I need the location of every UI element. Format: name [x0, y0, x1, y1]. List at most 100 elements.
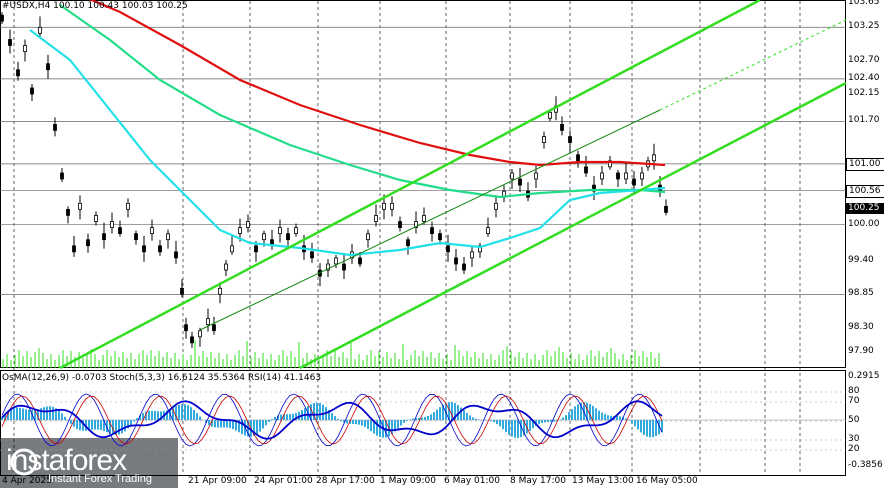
candle-body	[23, 45, 27, 52]
candle-body	[224, 263, 228, 271]
price-label: 100.00	[846, 218, 884, 230]
candle-body	[94, 215, 98, 222]
candle-body	[486, 227, 490, 235]
price-label: 100.25	[846, 203, 884, 215]
rsi-line	[1, 400, 663, 440]
candle-body	[78, 202, 82, 210]
candle-body	[406, 239, 410, 247]
price-label: 99.40	[846, 254, 884, 266]
candle-body	[326, 263, 330, 271]
stoch-main	[1, 393, 663, 447]
candle-body	[592, 184, 596, 192]
candle-body	[414, 221, 418, 228]
candle-body	[30, 87, 34, 95]
candle-body	[230, 245, 234, 253]
candle-body	[664, 205, 668, 213]
candle-body	[190, 336, 194, 344]
candle-body	[438, 233, 442, 241]
candle-body	[652, 154, 656, 162]
candle-body	[286, 233, 290, 241]
candle-body	[398, 221, 402, 228]
price-label: 102.70	[846, 54, 884, 66]
candle-body	[422, 215, 426, 222]
candle-body	[158, 245, 162, 253]
candle-body	[142, 245, 146, 253]
indicator-level-label: 70	[848, 396, 860, 406]
instaforex-logo-icon	[10, 448, 38, 476]
candle-body	[150, 227, 154, 235]
candle-body	[180, 287, 184, 295]
candle-body	[86, 239, 90, 247]
time-label: 8 May 17:00	[510, 476, 566, 486]
channel-upper	[59, 0, 761, 370]
candle-body	[166, 233, 170, 241]
logo-tagline: Instant Forex Trading	[48, 473, 152, 485]
price-label: 100.56	[846, 184, 884, 198]
candle-body	[8, 39, 12, 46]
candle-body	[38, 26, 42, 34]
candle-body	[542, 136, 546, 143]
candle-body	[118, 227, 122, 235]
price-label: 101.70	[846, 115, 884, 127]
indicator-min-label: -0.3856	[848, 460, 883, 470]
indicator-level-label: 20	[848, 444, 860, 454]
candle-body	[366, 233, 370, 241]
candle-body	[184, 324, 188, 332]
indicator-level-label: 50	[848, 415, 860, 425]
candle-body	[518, 178, 522, 186]
candle-body	[0, 14, 4, 22]
candle-body	[310, 251, 314, 259]
price-label: 103.65	[846, 0, 884, 8]
time-label: 28 Apr 17:00	[316, 476, 375, 486]
chart-title: #USDX,H4 100.10 100.43 100.03 100.25	[2, 1, 188, 11]
candle-body	[560, 124, 564, 131]
candle-body	[632, 178, 636, 186]
candle-body	[534, 172, 538, 180]
indicator-level-label: 30	[848, 434, 860, 444]
candle-body	[608, 160, 612, 168]
candle-body	[576, 154, 580, 162]
ma-144-green	[59, 4, 666, 199]
candle-body	[462, 263, 466, 271]
time-label: 24 Apr 01:00	[254, 476, 313, 486]
price-label: 102.15	[846, 88, 884, 100]
price-label: 101.00	[846, 157, 884, 171]
channel-lower	[299, 81, 847, 370]
candle-body	[358, 257, 362, 265]
indicator-level-label: 80	[848, 386, 860, 396]
candle-body	[294, 227, 298, 235]
time-label: 21 Apr 09:00	[188, 476, 247, 486]
candle-body	[198, 330, 202, 338]
candle-body	[454, 257, 458, 265]
candle-body	[548, 111, 552, 119]
candle-body	[254, 245, 258, 253]
candle-body	[374, 215, 378, 222]
candle-body	[246, 221, 250, 228]
stoch-signal	[1, 395, 663, 445]
time-label: 13 May 13:00	[572, 476, 634, 486]
price-label: 98.30	[846, 321, 884, 333]
time-label: 1 May 09:00	[380, 476, 436, 486]
ma-50-cyan	[29, 29, 666, 257]
candle-body	[584, 166, 588, 174]
candle-body	[446, 245, 450, 253]
candle-body	[46, 63, 50, 71]
candle-body	[334, 257, 338, 265]
candle-body	[342, 263, 346, 271]
candle-body	[600, 172, 604, 180]
candle-body	[478, 245, 482, 253]
candle-body	[510, 172, 514, 180]
channel-mid	[199, 109, 661, 331]
indicator-pane-frame	[0, 370, 846, 476]
candle-body	[110, 221, 114, 228]
candle-body	[212, 324, 216, 332]
candle-body	[640, 172, 644, 180]
candle-body	[72, 245, 76, 253]
price-label: 97.90	[846, 346, 884, 357]
candle-body	[278, 227, 282, 235]
candle-body	[390, 202, 394, 210]
price-label: 103.25	[846, 21, 884, 33]
candle-body	[238, 227, 242, 235]
